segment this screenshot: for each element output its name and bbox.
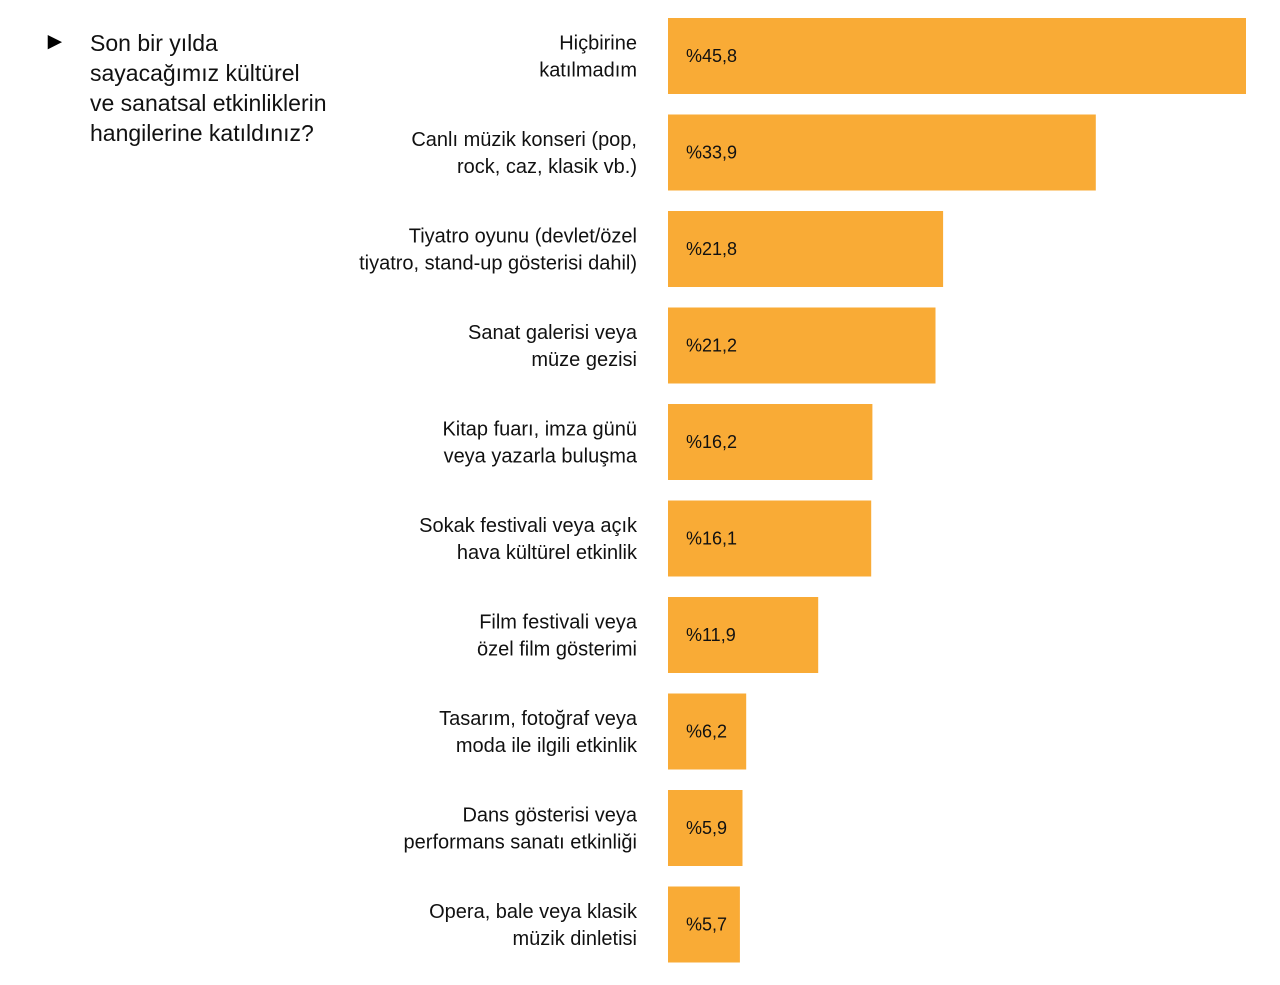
bar-5 <box>668 404 873 480</box>
category-label-2: Canlı müzik konseri (pop, rock, caz, klas… <box>411 129 637 178</box>
value-label-5: %16,2 <box>686 432 737 452</box>
bar-3 <box>668 211 944 287</box>
bar-1 <box>668 18 1246 94</box>
bar-7 <box>668 597 819 673</box>
category-label-4: Sanat galerisi veya müze gezisi <box>468 322 638 371</box>
category-label-6: Sokak festivali veya açık hava kültürel e… <box>419 515 638 564</box>
category-label-10: Opera, bale veya klasik müzik dinletisi <box>429 901 638 950</box>
value-label-1: %45,8 <box>686 46 737 66</box>
value-label-3: %21,8 <box>686 239 737 259</box>
question-text: Son bir yılda sayacağımız kültürel ve sa… <box>90 30 327 146</box>
bar-6 <box>668 500 872 577</box>
value-label-6: %16,1 <box>686 529 737 549</box>
value-label-4: %21,2 <box>686 336 737 356</box>
bar-10 <box>668 886 740 963</box>
bar-2 <box>668 114 1096 191</box>
bar-8 <box>668 693 747 770</box>
category-label-7: Film festivali veya özel film gösterimi <box>477 612 638 661</box>
bar-9 <box>668 790 743 866</box>
bar-4 <box>668 307 936 384</box>
value-label-2: %33,9 <box>686 143 737 163</box>
category-label-5: Kitap fuarı, imza günü veya yazarla buluş… <box>442 419 637 468</box>
category-label-3: Tiyatro oyunu (devlet/özel tiyatro, stand… <box>359 226 637 275</box>
bullet-arrow-icon: ► <box>43 28 67 55</box>
value-label-9: %5,9 <box>686 818 727 838</box>
category-label-9: Dans gösterisi veya performans sanatı etk… <box>404 805 638 854</box>
value-label-10: %5,7 <box>686 915 727 935</box>
category-label-8: Tasarım, fotoğraf veya moda ile ilgili et… <box>439 708 638 757</box>
value-label-7: %11,9 <box>686 625 736 645</box>
category-label-1: Hiçbirine katılmadım <box>539 33 637 82</box>
value-label-8: %6,2 <box>686 722 727 742</box>
